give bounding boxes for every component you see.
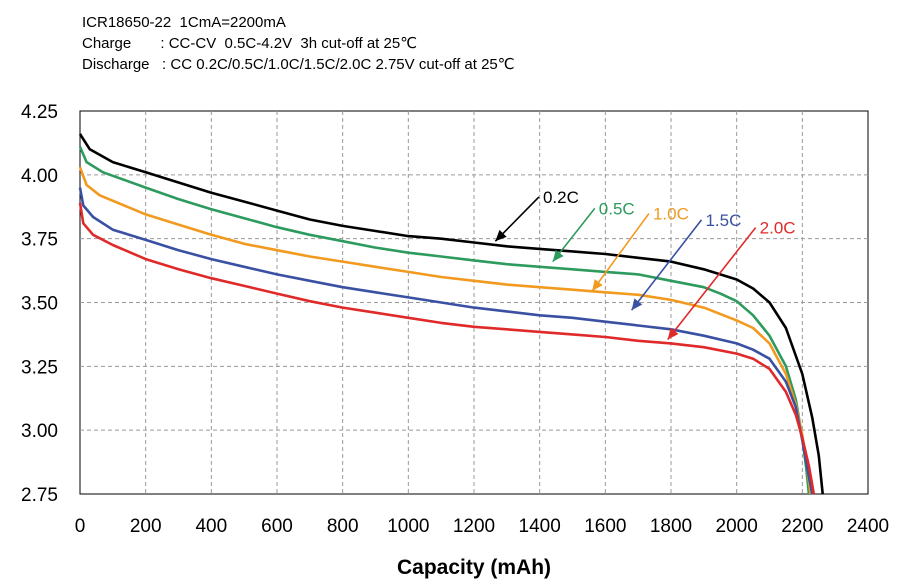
series-line-2-0C <box>78 202 816 495</box>
x-tick-label: 0 <box>75 516 86 537</box>
series-annotations: 0.2C 0.5C 1.0C 1.5C 2.0C <box>494 188 796 341</box>
series-label-0-5C: 0.5C <box>599 199 635 218</box>
y-tick-label: 4.25 <box>21 102 58 123</box>
series-line-0-2C <box>78 133 824 495</box>
annotation-arrow-head <box>495 229 507 242</box>
annotation-arrow-shaft <box>630 219 703 311</box>
x-tick-label: 1600 <box>584 516 626 537</box>
x-axis-label: Capacity (mAh) <box>397 556 551 579</box>
series-lines <box>78 133 824 495</box>
y-tick-label: 3.00 <box>21 421 58 442</box>
series-label-2-0C: 2.0C <box>760 219 796 238</box>
y-tick-label: 3.25 <box>21 357 58 378</box>
series-label-1-5C: 1.5C <box>705 211 741 230</box>
x-tick-label: 800 <box>327 516 359 537</box>
series-label-0-2C: 0.2C <box>543 188 579 207</box>
series-line-0-5C <box>78 146 811 495</box>
series-line-1-0C <box>78 166 812 495</box>
series-label-1-0C: 1.0C <box>653 205 689 224</box>
grid-lines <box>80 111 868 494</box>
x-tick-label: 600 <box>261 516 293 537</box>
x-tick-label: 1800 <box>650 516 692 537</box>
x-tick-label: 1400 <box>519 516 561 537</box>
annotation-arrow-head <box>592 279 603 292</box>
x-axis-ticks: 0 200 400 600 800 1000 1200 1400 1600 1800 2000 220… <box>75 516 889 537</box>
x-tick-label: 2400 <box>847 516 889 537</box>
discharge-condition-text: Discharge : CC 0.2C/0.5C/1.0C/1.5C/2.0C … <box>82 56 515 73</box>
annotation-arrow-head <box>552 249 564 262</box>
y-axis-ticks: 2.75 3.00 3.25 3.50 3.75 4.00 4.25 <box>21 102 58 506</box>
y-tick-label: 3.50 <box>21 294 58 315</box>
chart-header: ICR18650-22 1CmA=2200mA Charge : CC-CV 0… <box>82 12 515 75</box>
y-tick-label: 2.75 <box>21 485 58 506</box>
x-tick-label: 400 <box>195 516 227 537</box>
charge-condition-text: Charge : CC-CV 0.5C-4.2V 3h cut-off at 2… <box>82 35 418 52</box>
annotation-arrow-shaft <box>552 207 596 263</box>
cell-spec-text: ICR18650-22 1CmA=2200mA <box>82 14 286 31</box>
x-tick-label: 1000 <box>387 516 429 537</box>
y-tick-label: 3.75 <box>21 230 58 251</box>
y-tick-label: 4.00 <box>21 166 58 187</box>
annotation-arrow-head <box>631 298 643 311</box>
x-tick-label: 200 <box>130 516 162 537</box>
annotation-arrow-shaft <box>667 227 757 341</box>
annotation-arrow-head <box>667 327 679 340</box>
x-tick-label: 2200 <box>781 516 823 537</box>
annotation-arrow-shaft <box>591 213 650 292</box>
series-line-1-5C <box>78 187 814 495</box>
x-tick-label: 2000 <box>716 516 758 537</box>
x-tick-label: 1200 <box>453 516 495 537</box>
